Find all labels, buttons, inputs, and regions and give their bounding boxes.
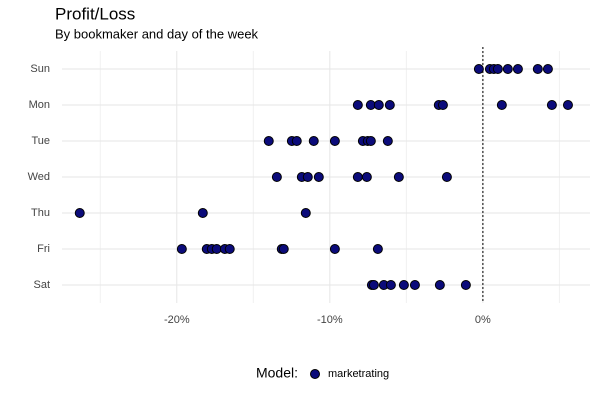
y-tick-label: Wed	[28, 171, 50, 183]
dot	[224, 244, 235, 254]
legend-label: marketrating	[328, 368, 389, 380]
dot	[384, 100, 395, 110]
x-tick-label: -10%	[317, 314, 343, 326]
dot	[492, 64, 503, 74]
dot	[300, 208, 311, 218]
dot	[74, 208, 85, 218]
y-tick-label: Fri	[37, 243, 50, 255]
dot	[313, 172, 324, 182]
dot	[546, 100, 557, 110]
dot	[329, 244, 340, 254]
chart-subtitle: By bookmaker and day of the week	[55, 26, 259, 41]
dot	[291, 136, 302, 146]
dot	[385, 280, 396, 290]
chart-title: Profit/Loss	[55, 4, 135, 23]
dot	[368, 280, 379, 290]
dot	[382, 136, 393, 146]
dot	[271, 172, 282, 182]
dot	[393, 172, 404, 182]
dot	[302, 172, 313, 182]
dot	[329, 136, 340, 146]
dot	[278, 244, 289, 254]
y-tick-label: Thu	[31, 207, 50, 219]
dot	[409, 280, 420, 290]
dot	[308, 136, 319, 146]
dot	[532, 64, 543, 74]
dot	[434, 280, 445, 290]
dot	[398, 280, 409, 290]
y-tick-label: Mon	[29, 99, 50, 111]
dot	[512, 64, 523, 74]
y-tick-label: Sat	[33, 279, 50, 291]
dot	[437, 100, 448, 110]
legend-title: Model:	[256, 365, 298, 381]
dot	[197, 208, 208, 218]
dot	[352, 172, 363, 182]
dot	[372, 244, 383, 254]
dot	[496, 100, 507, 110]
dot	[562, 100, 573, 110]
dot	[542, 64, 553, 74]
dot	[473, 64, 484, 74]
dot	[176, 244, 187, 254]
dot	[373, 100, 384, 110]
y-tick-label: Tue	[31, 135, 50, 147]
x-tick-label: -20%	[164, 314, 190, 326]
dot	[441, 172, 452, 182]
legend-swatch	[310, 369, 320, 379]
dot	[365, 136, 376, 146]
x-tick-label: 0%	[475, 314, 491, 326]
dot	[460, 280, 471, 290]
dot	[352, 100, 363, 110]
y-tick-label: Sun	[30, 63, 50, 75]
dot	[361, 172, 372, 182]
dot	[502, 64, 513, 74]
dot	[263, 136, 274, 146]
